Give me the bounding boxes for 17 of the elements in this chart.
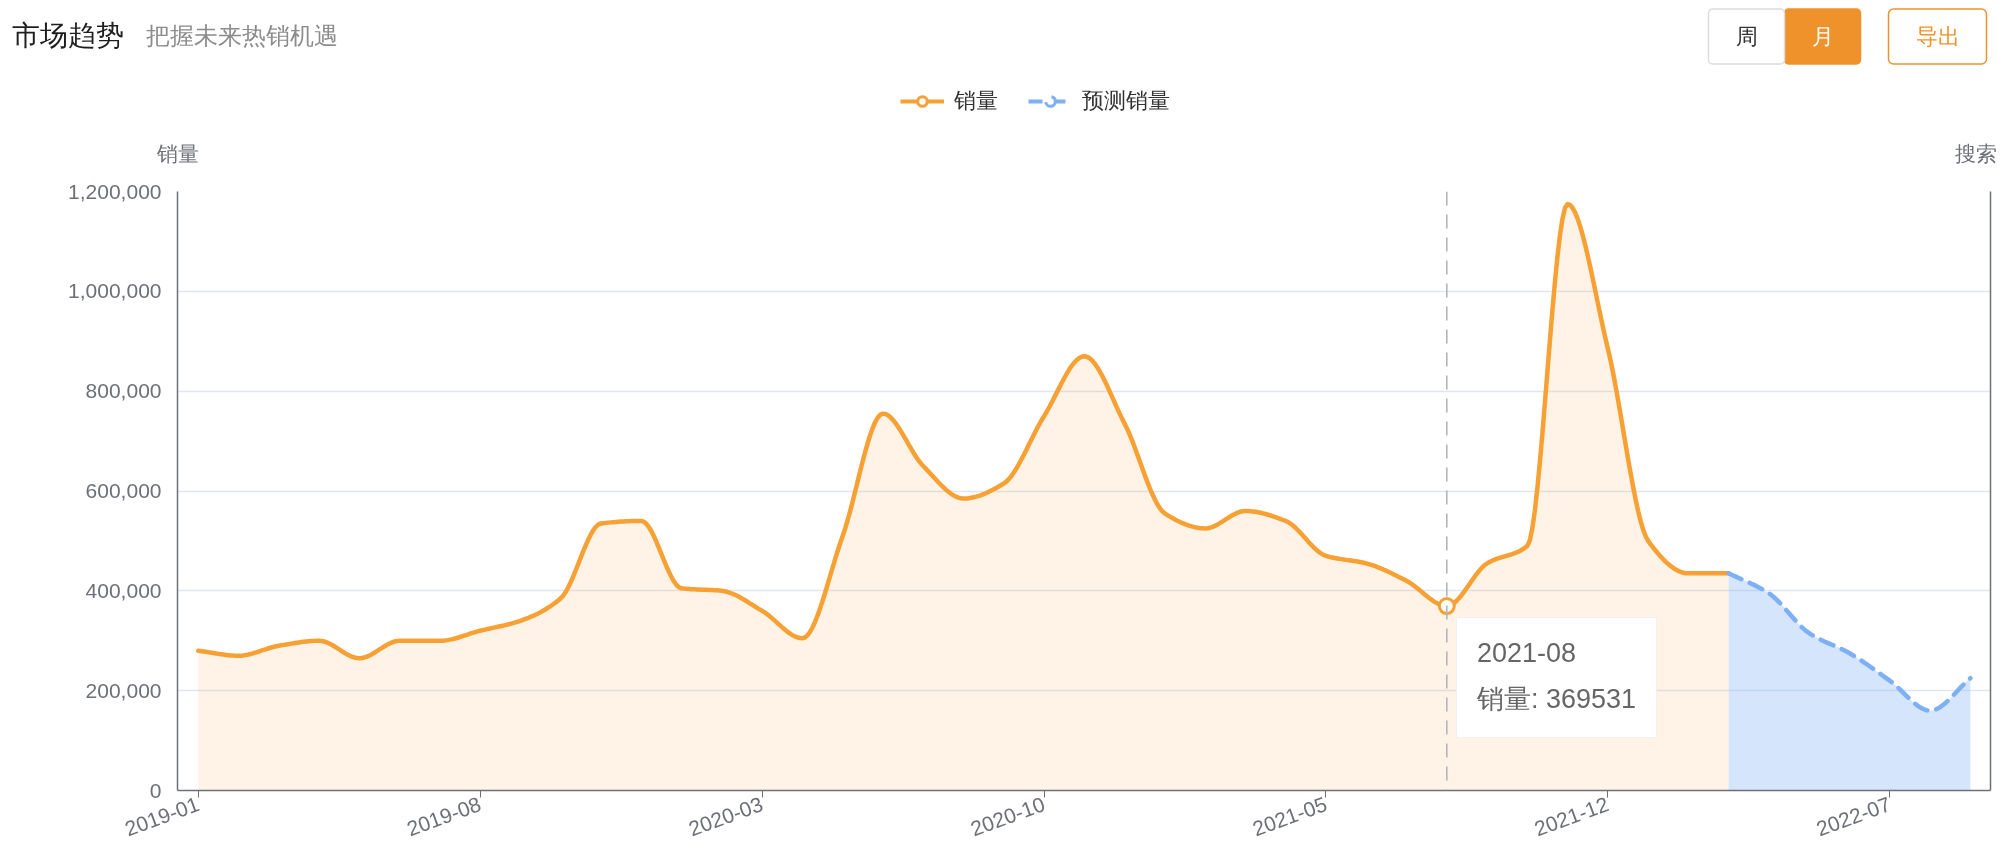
y-tick-label: 1,200,000 xyxy=(68,179,162,203)
text: 导出 xyxy=(1915,24,1960,49)
legend-label: 销量 xyxy=(954,87,998,115)
y-tick-label: 1,000,000 xyxy=(68,279,162,303)
chart-title: 市场趋势 xyxy=(11,20,124,51)
y-tick-label: 400,000 xyxy=(85,578,162,602)
legend-label: 预测销量 xyxy=(1082,87,1170,115)
y-axis-title: 销量 xyxy=(155,142,199,165)
text: 月 xyxy=(1811,24,1834,49)
y-tick-label: 0 xyxy=(149,778,162,802)
y2-axis-title: 搜索 xyxy=(1954,142,1997,165)
y-tick-label: 600,000 xyxy=(85,479,162,502)
chart-subtitle: 把握未来热销机遇 xyxy=(145,22,338,49)
y-tick-label: 200,000 xyxy=(85,678,162,702)
text: 周 xyxy=(1735,24,1758,49)
y-tick-label: 800,000 xyxy=(85,379,162,403)
annotation: 2021-08 销量: 369531 xyxy=(1477,638,1637,716)
